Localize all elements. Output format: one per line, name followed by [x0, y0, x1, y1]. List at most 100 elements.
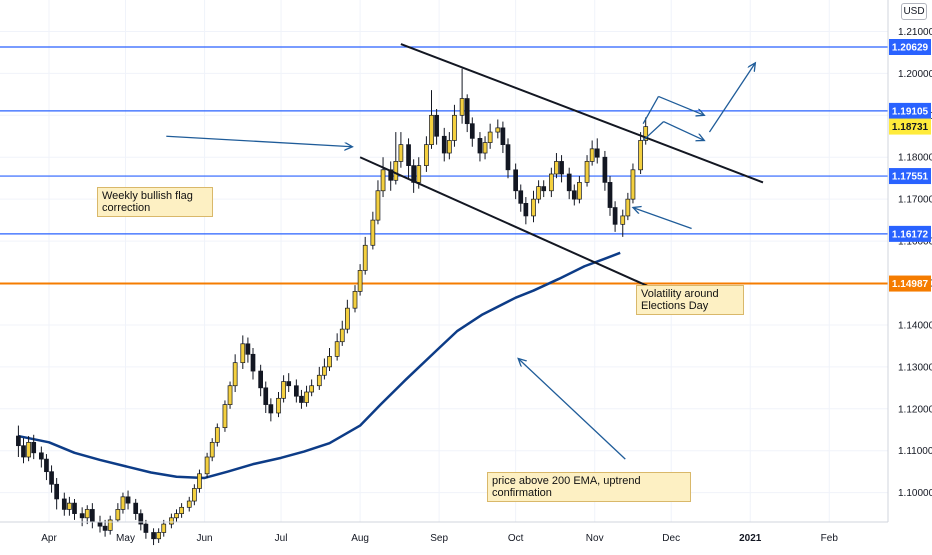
candle-body: [54, 483, 60, 500]
candle-body: [495, 127, 501, 133]
candle-body: [44, 458, 49, 473]
candle-body: [84, 509, 90, 519]
candle-body: [370, 219, 376, 246]
price-axis-background: [888, 0, 932, 550]
candle-body: [161, 523, 167, 533]
candle-body: [643, 126, 649, 141]
candle-body: [192, 488, 197, 502]
price-level-value: 1.14987: [892, 279, 929, 290]
candle-body: [304, 391, 309, 403]
candle-body: [214, 427, 220, 443]
candle-body: [602, 156, 608, 183]
candle-body: [179, 506, 184, 514]
candle-body: [227, 385, 233, 405]
time-axis[interactable]: Apr May Jun Jul Aug Sep Oct Nov Dec 2021 Feb: [41, 533, 838, 544]
candle-body: [322, 366, 327, 376]
arrow-to-ema: [518, 358, 626, 460]
time-tick-label: May: [116, 533, 135, 544]
price-level-value: 1.17551: [892, 172, 929, 183]
price-tick-label: 1.21000: [898, 27, 932, 38]
time-tick-label: Sep: [430, 533, 448, 544]
arrow-to-volatility: [633, 208, 692, 230]
candle-body: [327, 356, 332, 368]
price-level-labels: 1.20629 1.19105 1.17551 1.16172 1.14987 1.187…: [889, 39, 931, 292]
candle-body: [232, 362, 238, 387]
candle-body: [487, 131, 493, 143]
candle-body: [375, 190, 381, 221]
candle-body: [263, 387, 269, 405]
candle-body: [138, 513, 144, 525]
candle-body: [49, 471, 54, 485]
candle-body: [464, 98, 470, 125]
candle-body: [89, 509, 95, 523]
candle-body: [559, 161, 564, 175]
candle-body: [174, 513, 179, 519]
candle-body: [97, 521, 103, 527]
price-level-tag: [889, 168, 931, 185]
candle-body: [240, 343, 246, 364]
candle-body: [357, 270, 363, 292]
note-ema[interactable]: price above 200 EMA, uptrend confirmatio…: [487, 472, 691, 502]
candle-body: [245, 343, 251, 355]
price-level-tag: [889, 39, 931, 56]
time-tick-label: Aug: [351, 533, 369, 544]
candle-body: [26, 441, 31, 458]
candle-body: [380, 169, 386, 192]
candle-body: [452, 114, 457, 141]
time-tick-label: Nov: [586, 533, 604, 544]
candle-body: [505, 144, 511, 171]
candle-body: [630, 169, 636, 200]
ema-200-line: [18, 251, 621, 480]
flag-lower-line: [359, 156, 667, 296]
candle-body: [589, 148, 595, 162]
candle-body: [531, 198, 536, 217]
candle-body: [594, 148, 600, 158]
candle-body: [447, 140, 452, 154]
last-price-value: 1.18731: [892, 122, 929, 133]
note-weekly-flag[interactable]: Weekly bullish flag correction: [97, 187, 213, 217]
flag-upper-line: [400, 43, 764, 184]
candle-body: [16, 435, 21, 447]
price-tick-label: 1.11000: [898, 446, 932, 457]
time-tick-label: Apr: [41, 533, 57, 544]
candle-body: [388, 169, 394, 181]
candle-body: [197, 473, 202, 489]
candle-body: [518, 190, 524, 204]
candle-body: [548, 173, 554, 192]
price-tick-label: 1.10000: [898, 488, 932, 499]
candle-body: [416, 165, 422, 183]
candle-body: [469, 123, 475, 139]
price-level-tag: [889, 225, 931, 242]
candle-body: [258, 370, 263, 389]
grid: [0, 0, 888, 522]
candle-body: [577, 182, 582, 200]
candle-body: [143, 523, 149, 533]
candle-body: [334, 341, 340, 357]
candle-body: [151, 532, 156, 540]
currency-button[interactable]: USD: [901, 3, 927, 20]
candle-body: [566, 173, 572, 192]
candle-body: [169, 517, 174, 525]
candle-body: [620, 215, 626, 225]
candle-body: [607, 182, 613, 208]
candle-body: [120, 496, 126, 510]
candle-body: [513, 169, 519, 192]
price-level-value: 1.20629: [892, 43, 929, 54]
candle-body: [434, 114, 439, 137]
projection-up-2: [642, 121, 664, 141]
candle-body: [482, 142, 488, 154]
candle-body: [209, 441, 215, 458]
candles: [16, 68, 649, 546]
projection-up-1: [642, 96, 660, 125]
price-level-value: 1.19105: [892, 106, 929, 117]
price-tick-label: 1.14000: [898, 320, 932, 331]
price-level-tag: [889, 102, 931, 119]
note-volatility[interactable]: Volatility around Elections Day: [636, 285, 744, 315]
candle-body: [523, 202, 529, 217]
candle-body: [398, 144, 404, 162]
candle-body: [299, 395, 304, 403]
candle-body: [362, 244, 368, 271]
candle-body: [250, 353, 256, 372]
candle-body: [352, 291, 358, 309]
